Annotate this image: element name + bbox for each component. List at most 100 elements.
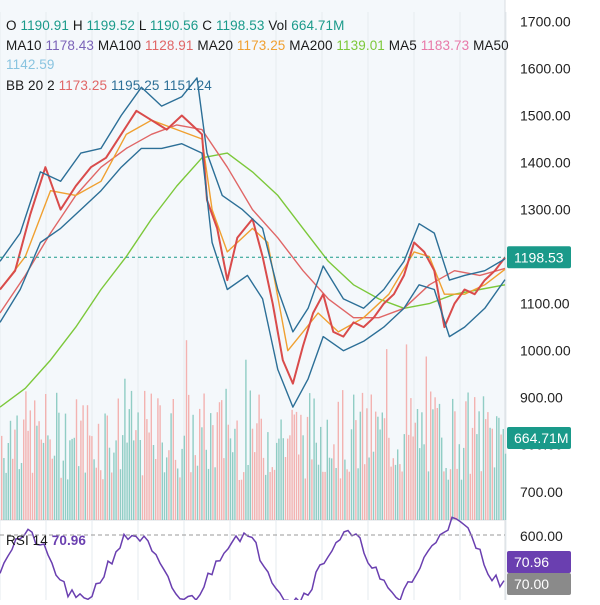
volume-bar xyxy=(304,478,306,520)
bb-label: BB 20 2 xyxy=(6,78,55,93)
volume-bar xyxy=(113,452,115,520)
volume-bar xyxy=(159,405,161,520)
volume-bar xyxy=(502,429,504,520)
volume-bar xyxy=(346,469,348,520)
bb-upper-value: 1195.25 xyxy=(110,78,160,93)
volume-bar xyxy=(247,465,249,520)
volume-bar xyxy=(1,435,3,520)
volume-bar xyxy=(276,442,278,520)
volume-bar xyxy=(234,428,236,520)
volume-bar xyxy=(361,392,364,520)
volume-bar xyxy=(284,457,287,520)
volume-bar xyxy=(104,413,106,520)
volume-bar xyxy=(348,471,350,520)
volume-bar xyxy=(89,435,91,520)
volume-bar xyxy=(128,409,130,520)
volume-bar xyxy=(119,469,122,520)
svg-text:664.71M: 664.71M xyxy=(514,430,568,446)
ma10-value: 1178.43 xyxy=(45,38,95,53)
volume-bar xyxy=(122,435,124,520)
volume-bar xyxy=(320,426,322,520)
volume-bar xyxy=(199,408,201,520)
volume-bar xyxy=(339,478,342,520)
volume-bar xyxy=(480,471,482,520)
volume-bar xyxy=(3,458,5,520)
volume-bar xyxy=(447,479,449,520)
volume-bar xyxy=(441,437,443,520)
volume-bar xyxy=(216,412,218,520)
volume-bar xyxy=(295,411,298,520)
volume-bar xyxy=(397,449,399,520)
volume-bar xyxy=(82,405,84,520)
svg-text:1198.53: 1198.53 xyxy=(514,249,564,265)
volume-bar xyxy=(353,394,355,520)
price-axis: 1700.00 1600.00 1500.00 1400.00 1300.00 1100.… xyxy=(520,13,571,544)
volume-bar xyxy=(9,420,12,520)
vol-key: Vol xyxy=(268,18,288,33)
volume-bar xyxy=(225,388,227,520)
price-tick: 1700.00 xyxy=(520,13,571,29)
volume-bar xyxy=(157,398,159,520)
volume-bar xyxy=(313,398,315,520)
volume-bar xyxy=(427,471,430,520)
volume-bar xyxy=(62,460,64,520)
volume-bar xyxy=(392,458,394,520)
volume-bar xyxy=(465,401,467,520)
open-key: O xyxy=(6,18,17,33)
price-tick: 1400.00 xyxy=(520,155,571,171)
volume-bar xyxy=(49,439,51,520)
volume-bar xyxy=(174,459,177,520)
volume-bar xyxy=(410,398,412,520)
price-tick: 1500.00 xyxy=(520,108,571,124)
volume-bar xyxy=(75,399,78,520)
ma-row: MA10 1178.43 MA100 1128.91 MA20 1173.25 … xyxy=(6,38,509,53)
volume-bar xyxy=(496,416,498,520)
volume-bar xyxy=(487,412,489,520)
volume-bar xyxy=(289,435,291,520)
volume-bar xyxy=(377,416,379,520)
rsi-row: RSI 14 70.96 xyxy=(6,533,86,548)
volume-bar xyxy=(331,458,333,520)
volume-bar xyxy=(86,405,89,520)
volume-bar xyxy=(139,440,141,520)
volume-bar xyxy=(181,448,183,520)
volume-bar xyxy=(357,468,359,520)
volume-bar xyxy=(5,472,7,520)
volume-bar xyxy=(438,403,441,520)
rsi-line xyxy=(0,516,505,605)
svg-text:70.00: 70.00 xyxy=(514,576,549,592)
volume-bar xyxy=(366,408,368,520)
volume-bar xyxy=(150,393,152,520)
volume-bar xyxy=(271,467,273,520)
volume-bar xyxy=(53,455,56,520)
volume-bar xyxy=(476,434,478,520)
volume-bar xyxy=(300,414,302,520)
volume-bar xyxy=(405,344,408,520)
close-value: 1198.53 xyxy=(215,18,265,33)
volume-bar xyxy=(278,438,280,520)
volume-bar xyxy=(273,469,276,520)
volume-bar xyxy=(71,438,73,520)
volume-bar xyxy=(78,466,80,520)
volume-bar xyxy=(148,432,150,520)
price-tick: 1000.00 xyxy=(520,343,571,359)
volume-bar xyxy=(177,468,179,520)
ma20-label: MA20 xyxy=(197,38,234,53)
series-price xyxy=(0,109,506,385)
ma200-value: 1139.01 xyxy=(336,38,385,53)
volume-bar xyxy=(93,459,95,520)
volume-bar xyxy=(223,458,225,520)
rsi-tag: 70.96 xyxy=(507,551,571,573)
price-lines xyxy=(0,77,506,408)
volume-bar xyxy=(36,425,38,520)
volume-bar xyxy=(95,467,97,520)
volume-bar xyxy=(218,402,221,520)
volume-bar xyxy=(337,401,339,520)
low-key: L xyxy=(138,18,147,33)
volume-bar xyxy=(342,390,344,520)
volume-bar xyxy=(485,419,487,520)
volume-bar xyxy=(38,421,40,520)
volume-bar xyxy=(452,398,454,520)
